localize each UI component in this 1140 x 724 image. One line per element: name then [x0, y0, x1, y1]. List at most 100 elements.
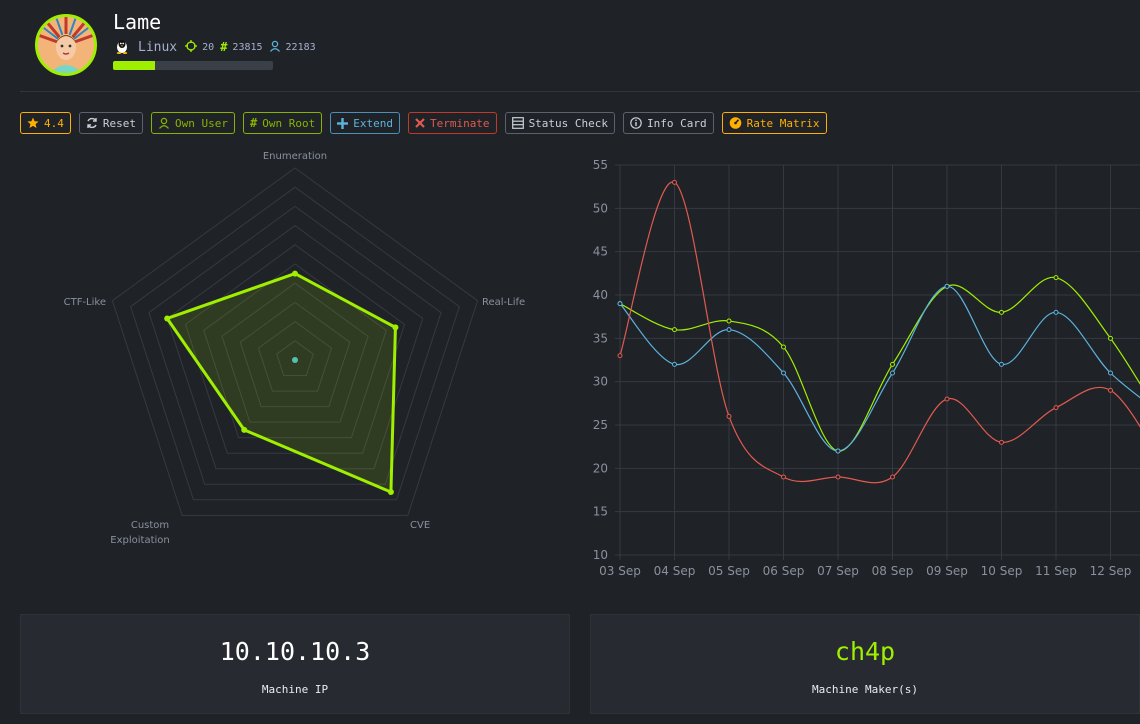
- os-label: Linux: [138, 39, 178, 55]
- machine-progress-bar: [113, 61, 273, 70]
- series-point[interactable]: [944, 396, 950, 402]
- radar-point[interactable]: [241, 426, 248, 433]
- x-tick-label: 12 Sep: [1090, 564, 1132, 578]
- machine-name: Lame: [113, 10, 162, 34]
- y-tick-label: 20: [593, 461, 608, 475]
- radar-grid-ring: [221, 282, 369, 423]
- own-user-label: Own User: [175, 116, 228, 130]
- series-point[interactable]: [672, 179, 677, 185]
- info-icon: [630, 117, 642, 129]
- machine-header: Lame Linux 20 # 23815: [0, 0, 1140, 92]
- info-card-button[interactable]: Info Card: [623, 112, 714, 134]
- series-point[interactable]: [890, 361, 895, 367]
- series-point[interactable]: [944, 283, 950, 289]
- line-series-1: [617, 275, 1140, 454]
- y-tick-label: 25: [593, 418, 608, 432]
- y-tick-label: 15: [593, 505, 608, 519]
- info-card-label: Info Card: [647, 116, 707, 130]
- series-point[interactable]: [672, 327, 677, 333]
- machine-maker-card: ch4p Machine Maker(s): [590, 614, 1140, 714]
- plus-icon: [337, 117, 349, 129]
- series-point[interactable]: [999, 361, 1004, 367]
- radar-grid-ring: [148, 205, 442, 485]
- radar-axis-label: Real-Life: [482, 297, 525, 308]
- series-point[interactable]: [726, 327, 732, 333]
- rate-matrix-label: Rate Matrix: [746, 116, 820, 130]
- radar-axis-label: Custom Exploitation: [110, 520, 169, 546]
- series-point[interactable]: [890, 370, 895, 376]
- series-point[interactable]: [672, 361, 677, 367]
- x-tick-label: 06 Sep: [763, 564, 805, 578]
- x-tick-label: 07 Sep: [817, 564, 859, 578]
- series-point[interactable]: [835, 474, 841, 480]
- machine-maker-label: Machine Maker(s): [812, 683, 918, 696]
- line-chart: 10 15 20 25 30 35 40 45 50 55 03 Sep 04 Sep 05 Sep 06…: [593, 158, 1140, 578]
- series-point[interactable]: [617, 301, 623, 307]
- rating-button[interactable]: 4.4: [20, 112, 71, 134]
- radar-grid-ring: [111, 167, 479, 516]
- radar-grid-ring: [203, 263, 387, 439]
- x-tick-label: 10 Sep: [981, 564, 1023, 578]
- series-point[interactable]: [1053, 405, 1059, 411]
- extend-label: Extend: [353, 116, 393, 130]
- radar-grid-ring: [166, 224, 424, 470]
- series-line: [619, 181, 1140, 484]
- y-tick-label: 40: [593, 288, 608, 302]
- refresh-icon: [87, 117, 97, 129]
- series-point[interactable]: [999, 439, 1004, 445]
- series-point[interactable]: [781, 370, 786, 376]
- series-point[interactable]: [1053, 275, 1059, 281]
- x-tick-label: 09 Sep: [926, 564, 968, 578]
- series-point[interactable]: [617, 353, 623, 359]
- rate-matrix-button[interactable]: Rate Matrix: [721, 112, 827, 134]
- radar-point[interactable]: [292, 270, 298, 277]
- own-root-label: Own Root: [262, 116, 316, 130]
- star-icon: [27, 117, 39, 128]
- x-tick-label: 08 Sep: [872, 564, 914, 578]
- terminate-button[interactable]: Terminate: [407, 112, 497, 134]
- machine-meta: Linux 20 # 23815 22183: [114, 38, 322, 56]
- linux-penguin-icon: [114, 38, 130, 57]
- series-point[interactable]: [1108, 335, 1113, 341]
- radar-point[interactable]: [392, 324, 399, 331]
- x-tick-label: 05 Sep: [708, 564, 750, 578]
- radar-grid-ring: [276, 340, 314, 377]
- series-point[interactable]: [1108, 370, 1113, 376]
- y-tick-label: 50: [593, 201, 608, 215]
- own-root-button[interactable]: # Own Root: [242, 112, 323, 134]
- series-point[interactable]: [890, 474, 895, 480]
- y-tick-label: 10: [593, 548, 608, 562]
- series-point[interactable]: [726, 413, 732, 419]
- header-divider: [20, 91, 1140, 92]
- series-point[interactable]: [781, 344, 786, 350]
- x-tick-label: 03 Sep: [599, 564, 641, 578]
- reset-label: Reset: [102, 116, 136, 130]
- own-user-button[interactable]: Own User: [151, 112, 235, 134]
- status-check-button[interactable]: Status Check: [504, 112, 616, 134]
- series-point[interactable]: [781, 474, 786, 480]
- series-point[interactable]: [1108, 387, 1113, 393]
- series-point[interactable]: [726, 318, 732, 324]
- progress-fill: [113, 61, 155, 70]
- series-point[interactable]: [835, 448, 841, 454]
- close-icon: [415, 118, 425, 128]
- user-icon: [158, 117, 170, 129]
- points-count: 20: [202, 41, 215, 53]
- extend-button[interactable]: Extend: [330, 112, 400, 134]
- hash-icon: #: [249, 116, 258, 130]
- y-tick-label: 45: [593, 245, 608, 259]
- radar-axis-label: CVE: [410, 520, 430, 531]
- machine-maker-value[interactable]: ch4p: [834, 637, 896, 666]
- y-tick-label: 30: [593, 375, 608, 389]
- radar-point[interactable]: [387, 489, 394, 496]
- radar-series-area: [165, 272, 397, 494]
- user-owns-count: 22183: [285, 41, 316, 53]
- machine-toolbar: 4.4 Reset Own User # Own Root Extend Ter…: [20, 112, 827, 134]
- machine-ip-card: 10.10.10.3 Machine IP: [20, 614, 570, 714]
- series-point[interactable]: [1053, 309, 1059, 315]
- series-point[interactable]: [999, 309, 1004, 315]
- machine-ip-value[interactable]: 10.10.10.3: [219, 637, 371, 666]
- y-tick-label: 35: [593, 331, 608, 345]
- radar-point[interactable]: [164, 315, 171, 322]
- reset-button[interactable]: Reset: [78, 112, 143, 134]
